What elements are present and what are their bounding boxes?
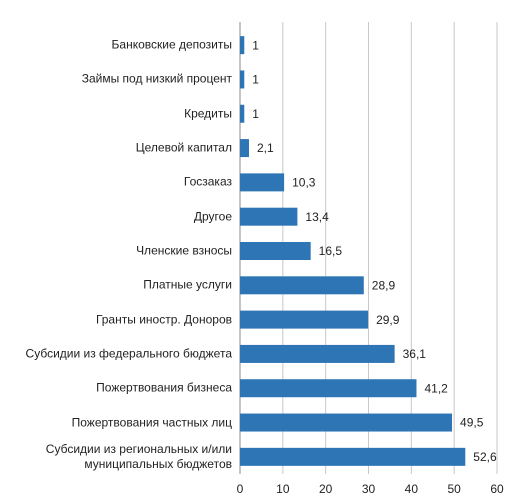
bar bbox=[240, 104, 245, 123]
value-label: 49,5 bbox=[460, 416, 484, 430]
value-label: 1 bbox=[252, 107, 259, 121]
y-tick-label: Субсидии из федерального бюджета bbox=[25, 346, 232, 361]
y-tick-label: Гранты иностр. Доноров bbox=[95, 312, 232, 327]
y-tick-label: Госзаказ bbox=[183, 174, 232, 189]
bar bbox=[240, 70, 245, 89]
x-tick-label: 60 bbox=[490, 482, 504, 496]
x-tick-label: 50 bbox=[447, 482, 461, 496]
x-tick-label: 10 bbox=[276, 482, 290, 496]
bar bbox=[240, 36, 245, 55]
bar bbox=[240, 310, 369, 329]
y-tick-label: Другое bbox=[193, 209, 232, 224]
value-label: 2,1 bbox=[257, 141, 274, 155]
x-tick-label: 40 bbox=[405, 482, 419, 496]
bar bbox=[240, 276, 364, 295]
value-label: 28,9 bbox=[372, 278, 396, 292]
bar bbox=[240, 207, 298, 226]
value-label: 36,1 bbox=[403, 347, 427, 361]
y-tick-label: Пожертвования частных лиц bbox=[71, 415, 232, 430]
y-tick-label: Кредиты bbox=[184, 106, 232, 121]
y-tick-label: Целевой капитал bbox=[135, 140, 232, 155]
y-tick-label: Займы под низкий процент bbox=[81, 71, 232, 86]
y-tick-label: Субсидии из региональных и/или муниципал… bbox=[45, 441, 232, 471]
bar bbox=[240, 242, 311, 260]
y-tick-label: Членские взносы bbox=[136, 243, 232, 258]
y-tick-label: Банковские депозиты bbox=[111, 37, 232, 52]
value-label: 29,9 bbox=[376, 313, 400, 327]
y-tick-label: Платные услуги bbox=[143, 277, 232, 292]
bar bbox=[240, 447, 466, 466]
value-label: 1 bbox=[252, 73, 259, 87]
y-tick-label: Пожертвования бизнеса bbox=[96, 380, 232, 395]
x-tick-label: 30 bbox=[362, 482, 376, 496]
bar bbox=[240, 413, 453, 432]
value-label: 10,3 bbox=[292, 176, 316, 190]
value-label: 13,4 bbox=[305, 210, 329, 224]
value-label: 41,2 bbox=[424, 381, 448, 395]
bar bbox=[240, 379, 417, 398]
x-tick-label: 0 bbox=[237, 482, 244, 496]
bar bbox=[240, 344, 395, 363]
bar bbox=[240, 139, 249, 158]
x-tick-label: 20 bbox=[319, 482, 333, 496]
value-label: 52,6 bbox=[473, 450, 497, 464]
value-label: 16,5 bbox=[319, 244, 343, 258]
bar bbox=[240, 173, 285, 192]
value-label: 1 bbox=[252, 38, 259, 52]
